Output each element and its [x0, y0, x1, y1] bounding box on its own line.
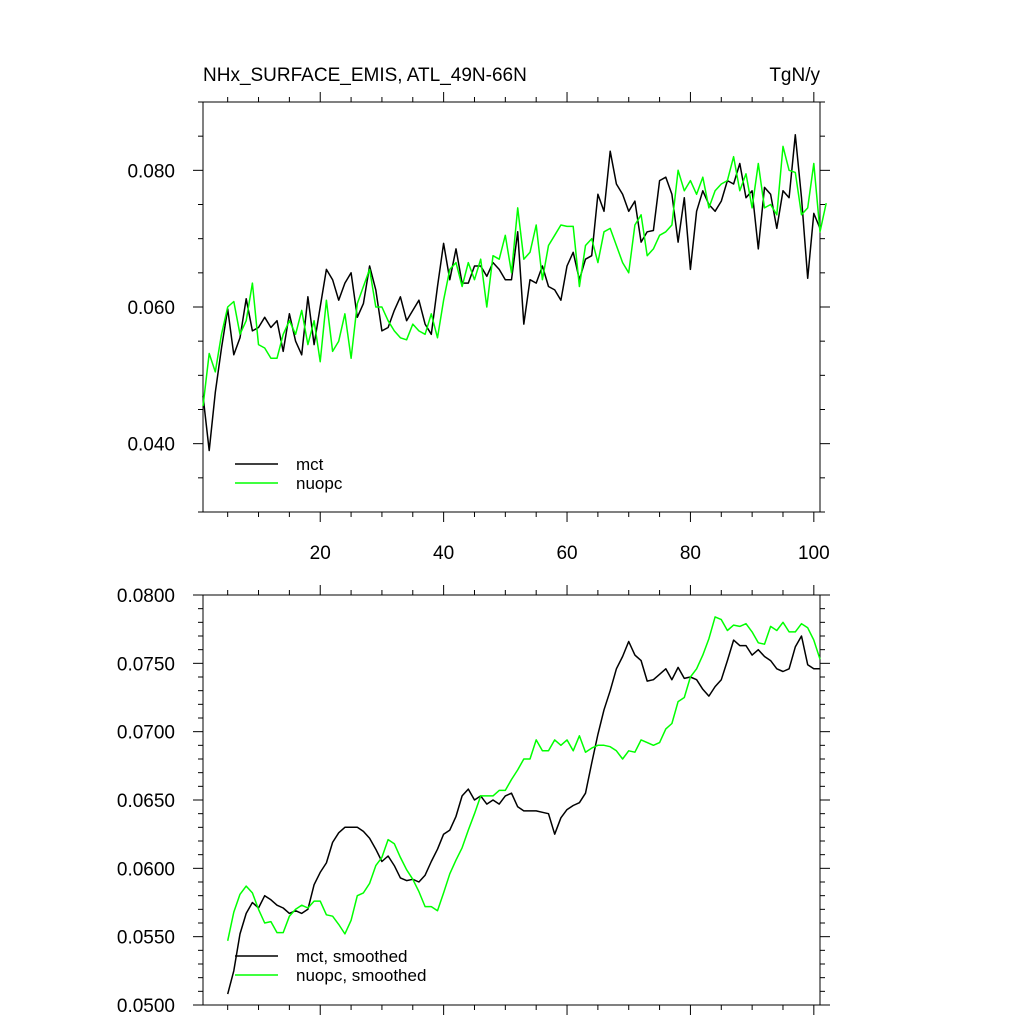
legend-label: mct, smoothed — [296, 947, 408, 966]
y-tick-label: 0.0500 — [117, 996, 175, 1017]
top-plot-frame — [202, 101, 821, 513]
series-line-mct-smoothed — [226, 635, 820, 995]
y-tick-label: 0.0600 — [117, 859, 175, 880]
series-line-nuopc — [202, 145, 827, 407]
legend-label: nuopc — [296, 474, 343, 493]
x-tick-label: 20 — [310, 543, 331, 564]
y-tick-label: 0.040 — [127, 435, 175, 456]
top-plot-panel: NHx_SURFACE_EMIS, ATL_49N-66N TgN/y 20 40… — [127, 65, 830, 564]
bottom-plot-series — [226, 616, 821, 995]
legend-label: mct — [296, 455, 324, 474]
x-tick-label: 40 — [433, 543, 454, 564]
x-tick-label: 80 — [680, 543, 701, 564]
legend-label: nuopc, smoothed — [296, 966, 426, 985]
y-tick-label: 0.0650 — [117, 791, 175, 812]
y-tick-label: 0.0750 — [117, 654, 175, 675]
y-tick-label: 0.0800 — [117, 586, 175, 607]
y-tick-label: 0.080 — [127, 161, 175, 182]
bottom-plot-panel: 0.0500 0.0550 0.0600 0.0650 0.0700 0.0750 0.08… — [117, 585, 830, 1017]
y-tick-label: 0.0700 — [117, 723, 175, 744]
series-line-nuopc-smoothed — [226, 616, 821, 941]
x-tick-label: 60 — [556, 543, 577, 564]
y-tick-label: 0.060 — [127, 298, 175, 319]
x-tick-label: 100 — [798, 543, 830, 564]
top-plot-ticks: 20 40 60 80 100 0.040 0.060 0.080 — [127, 92, 830, 564]
top-plot-units: TgN/y — [769, 65, 820, 86]
top-plot-series — [202, 134, 827, 452]
bottom-plot-ticks: 0.0500 0.0550 0.0600 0.0650 0.0700 0.0750 0.08… — [117, 585, 830, 1017]
series-line-mct — [202, 134, 821, 452]
y-tick-label: 0.0550 — [117, 928, 175, 949]
top-plot-title: NHx_SURFACE_EMIS, ATL_49N-66N — [203, 65, 527, 86]
bottom-plot-frame — [202, 594, 821, 1006]
